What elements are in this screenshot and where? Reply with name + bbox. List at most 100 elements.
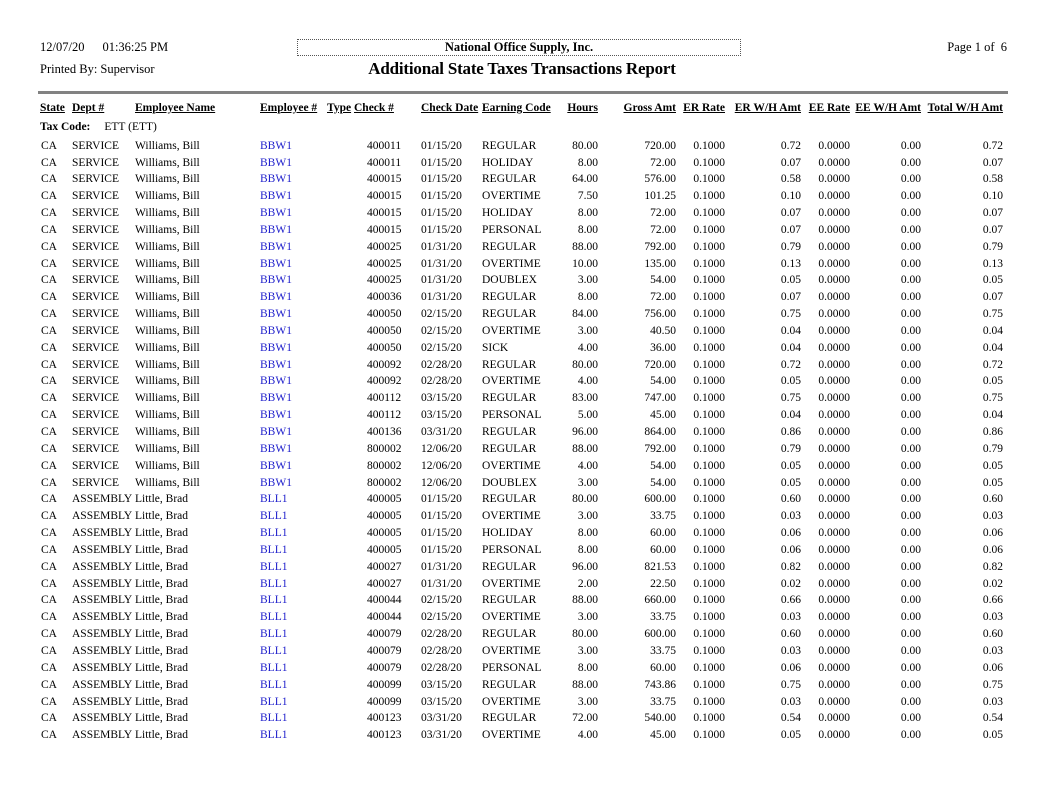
total-wh-amt-cell: 0.86 [982,426,1003,439]
employee-number-link[interactable]: BLL1 [260,493,288,506]
gross-amt-cell: 33.75 [650,510,676,523]
check-number-cell: 800002 [367,459,402,472]
earning-code-cell: REGULAR [482,594,537,607]
total-wh-amt-cell: 0.54 [982,712,1003,725]
employee-name-cell: Little, Brad [135,594,189,607]
dept-cell: SERVICE [72,409,119,422]
ee-wh-amt-cell: 0.00 [900,729,921,742]
gross-amt-cell: 72.00 [650,207,676,220]
employee-number-link[interactable]: BBW1 [260,324,292,337]
gross-amt-cell: 792.00 [644,442,676,455]
table-row: CA SERVICE Williams, Bill BBW1 400025 01/31/2… [40,239,1007,256]
employee-number-link[interactable]: BBW1 [260,257,292,270]
gross-amt-cell: 60.00 [650,527,676,540]
earning-code-cell: HOLIDAY [482,527,534,540]
employee-number-link[interactable]: BBW1 [260,173,292,186]
employee-number-link[interactable]: BBW1 [260,223,292,236]
ee-wh-amt-cell: 0.00 [900,375,921,388]
employee-number-link[interactable]: BBW1 [260,409,292,422]
dept-cell: ASSEMBLY [72,628,133,641]
employee-number-link[interactable]: BBW1 [260,240,292,253]
table-row: CA ASSEMBLY Little, Brad BLL1 400079 02/28/20… [40,626,1007,643]
employee-number-link[interactable]: BBW1 [260,375,292,388]
employee-number-link[interactable]: BBW1 [260,308,292,321]
type-cell [327,694,354,711]
employee-number-link[interactable]: BLL1 [260,560,288,573]
type-cell [327,290,354,307]
gross-amt-cell: 54.00 [650,375,676,388]
gross-amt-cell: 54.00 [650,476,676,489]
earning-code-cell: REGULAR [482,712,537,725]
ee-rate-cell: 0.0000 [818,678,850,691]
check-number-cell: 400136 [367,426,402,439]
table-row: CA ASSEMBLY Little, Brad BLL1 400044 02/15/20… [40,610,1007,627]
dept-cell: SERVICE [72,240,119,253]
gross-amt-cell: 101.25 [644,190,676,203]
ee-wh-amt-cell: 0.00 [900,476,921,489]
er-rate-cell: 0.1000 [693,661,725,674]
employee-number-link[interactable]: BLL1 [260,628,288,641]
employee-number-link[interactable]: BBW1 [260,476,292,489]
ee-wh-amt-cell: 0.00 [900,426,921,439]
er-wh-amt-cell: 0.86 [780,426,801,439]
er-rate-cell: 0.1000 [693,240,725,253]
employee-number-link[interactable]: BBW1 [260,392,292,405]
ee-rate-cell: 0.0000 [818,274,850,287]
employee-number-link[interactable]: BLL1 [260,527,288,540]
table-row: CA SERVICE Williams, Bill BBW1 400025 01/31/2… [40,256,1007,273]
employee-number-link[interactable]: BBW1 [260,156,292,169]
hours-cell: 88.00 [572,678,598,691]
employee-number-link[interactable]: BBW1 [260,291,292,304]
state-cell: CA [41,577,57,590]
type-cell [327,374,354,391]
dept-cell: ASSEMBLY [72,712,133,725]
gross-amt-cell: 821.53 [644,560,676,573]
employee-number-link[interactable]: BBW1 [260,358,292,371]
employee-number-link[interactable]: BBW1 [260,459,292,472]
employee-number-link[interactable]: BLL1 [260,729,288,742]
employee-number-link[interactable]: BLL1 [260,510,288,523]
type-cell [327,273,354,290]
ee-rate-cell: 0.0000 [818,190,850,203]
check-date-cell: 01/31/20 [421,240,462,253]
employee-number-link[interactable]: BLL1 [260,712,288,725]
type-cell [327,155,354,172]
employee-number-link[interactable]: BLL1 [260,695,288,708]
er-rate-cell: 0.1000 [693,291,725,304]
er-rate-cell: 0.1000 [693,426,725,439]
employee-number-link[interactable]: BLL1 [260,678,288,691]
employee-number-link[interactable]: BLL1 [260,611,288,624]
type-cell [327,509,354,526]
total-wh-amt-cell: 0.72 [982,358,1003,371]
employee-number-link[interactable]: BBW1 [260,442,292,455]
employee-number-link[interactable]: BLL1 [260,594,288,607]
check-date-cell: 01/31/20 [421,274,462,287]
table-row: CA SERVICE Williams, Bill BBW1 400136 03/31/2… [40,424,1007,441]
employee-number-link[interactable]: BBW1 [260,207,292,220]
type-cell [327,138,354,155]
employee-number-link[interactable]: BLL1 [260,577,288,590]
state-cell: CA [41,324,57,337]
er-wh-amt-cell: 0.72 [780,358,801,371]
employee-number-link[interactable]: BBW1 [260,341,292,354]
employee-number-link[interactable]: BLL1 [260,644,288,657]
dept-cell: ASSEMBLY [72,527,133,540]
earning-code-cell: REGULAR [482,442,537,455]
employee-number-link[interactable]: BBW1 [260,274,292,287]
er-wh-amt-cell: 0.03 [780,695,801,708]
ee-wh-amt-cell: 0.00 [900,291,921,304]
state-cell: CA [41,628,57,641]
check-date-cell: 03/31/20 [421,712,462,725]
employee-name-cell: Little, Brad [135,611,189,624]
employee-number-link[interactable]: BBW1 [260,190,292,203]
employee-number-link[interactable]: BLL1 [260,661,288,674]
gross-amt-cell: 33.75 [650,644,676,657]
state-cell: CA [41,426,57,439]
employee-number-link[interactable]: BLL1 [260,543,288,556]
ee-wh-amt-cell: 0.00 [900,139,921,152]
table-row: CA ASSEMBLY Little, Brad BLL1 400079 02/28/20… [40,643,1007,660]
dept-cell: ASSEMBLY [72,695,133,708]
employee-number-link[interactable]: BBW1 [260,426,292,439]
page-indicator: Page 1 of 6 [947,40,1007,54]
employee-number-link[interactable]: BBW1 [260,139,292,152]
